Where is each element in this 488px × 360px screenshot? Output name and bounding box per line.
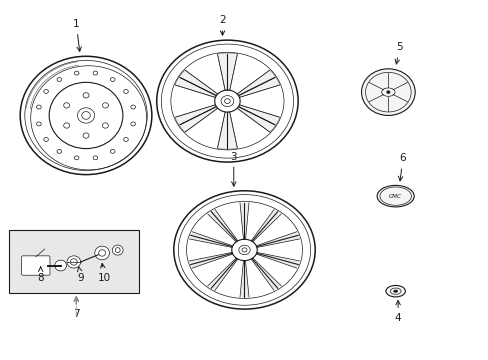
Polygon shape bbox=[256, 232, 299, 247]
Polygon shape bbox=[240, 203, 248, 239]
Polygon shape bbox=[251, 258, 281, 290]
Polygon shape bbox=[207, 258, 237, 290]
Ellipse shape bbox=[361, 69, 414, 116]
FancyBboxPatch shape bbox=[21, 256, 50, 275]
Text: 9: 9 bbox=[77, 267, 84, 283]
Text: 8: 8 bbox=[37, 267, 44, 283]
Ellipse shape bbox=[385, 285, 405, 297]
Polygon shape bbox=[175, 70, 217, 97]
Polygon shape bbox=[207, 210, 237, 242]
Text: 7: 7 bbox=[73, 297, 80, 319]
Polygon shape bbox=[256, 252, 299, 268]
Polygon shape bbox=[251, 210, 281, 242]
Polygon shape bbox=[189, 232, 232, 247]
Ellipse shape bbox=[67, 256, 81, 268]
Polygon shape bbox=[217, 53, 237, 90]
Ellipse shape bbox=[55, 260, 66, 271]
Text: 2: 2 bbox=[219, 15, 225, 35]
Polygon shape bbox=[217, 113, 237, 149]
Ellipse shape bbox=[112, 245, 123, 255]
Ellipse shape bbox=[95, 246, 109, 260]
Text: 10: 10 bbox=[97, 264, 110, 283]
Text: GMC: GMC bbox=[388, 194, 401, 199]
Text: 5: 5 bbox=[394, 42, 402, 64]
Text: 6: 6 bbox=[398, 153, 406, 181]
Ellipse shape bbox=[214, 90, 240, 112]
Ellipse shape bbox=[231, 239, 257, 261]
Ellipse shape bbox=[386, 91, 389, 94]
Polygon shape bbox=[237, 70, 280, 97]
Polygon shape bbox=[237, 105, 280, 132]
Polygon shape bbox=[189, 252, 232, 268]
Text: 4: 4 bbox=[394, 300, 401, 323]
Ellipse shape bbox=[393, 290, 397, 292]
Ellipse shape bbox=[376, 185, 413, 207]
Polygon shape bbox=[240, 261, 248, 297]
Text: 3: 3 bbox=[230, 152, 237, 186]
Polygon shape bbox=[175, 105, 217, 132]
Bar bbox=[9, 230, 139, 293]
Text: 1: 1 bbox=[73, 19, 81, 51]
